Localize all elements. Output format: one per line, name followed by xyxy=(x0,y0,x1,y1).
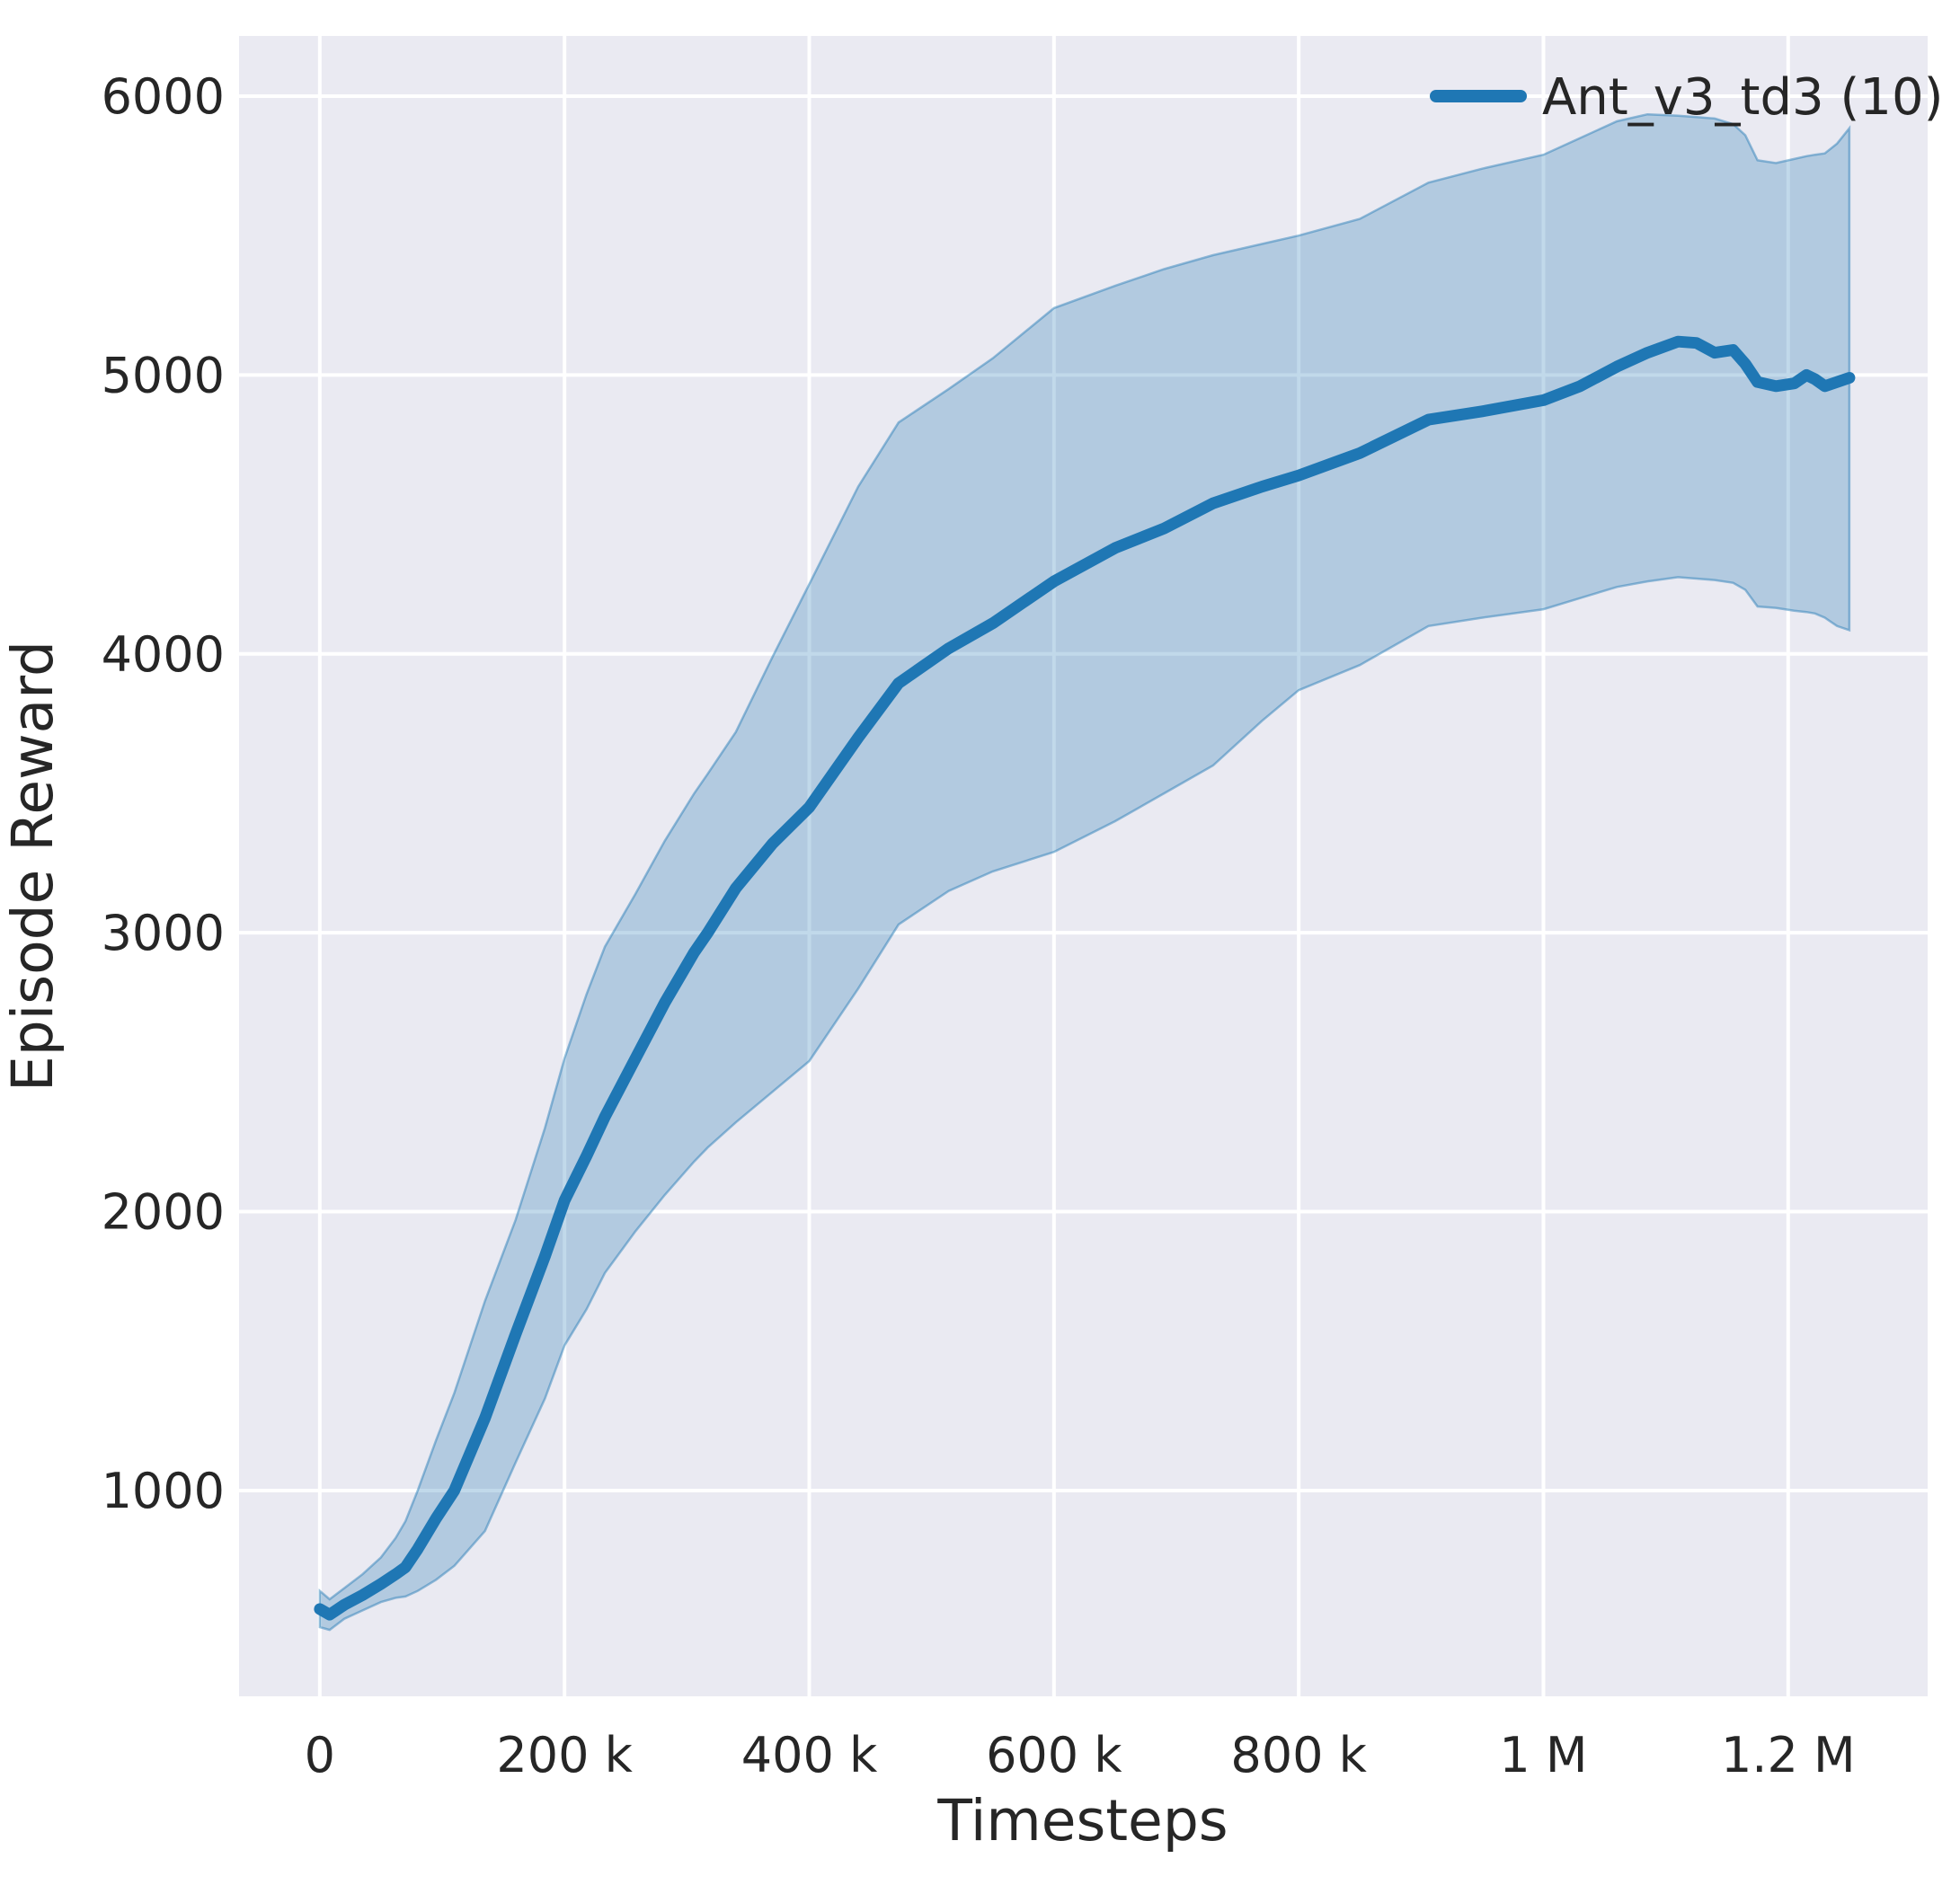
mean-line xyxy=(314,335,1856,1621)
tick-label: 3000 xyxy=(102,905,225,961)
legend: Ant_v3_td3 (10) xyxy=(1430,68,1943,127)
tick-label: 1 M xyxy=(1499,1727,1587,1783)
tick-label: 0 xyxy=(305,1727,335,1783)
tick-label: 800 k xyxy=(1230,1727,1367,1783)
tick-label: 1000 xyxy=(102,1463,225,1519)
tick-label: 5000 xyxy=(102,347,225,403)
tick-label: 600 k xyxy=(986,1727,1122,1783)
confidence-band xyxy=(318,112,1851,1632)
x-axis-title: Timesteps xyxy=(936,1788,1228,1854)
tick-label: 2000 xyxy=(102,1184,225,1241)
plot-area xyxy=(239,36,1928,1696)
tick-label: 1.2 M xyxy=(1721,1727,1856,1783)
tick-label: 200 k xyxy=(496,1727,633,1783)
grid-lines xyxy=(239,36,1928,1696)
y-axis-title: Episode Reward xyxy=(0,641,66,1092)
y-axis-tick-labels: 1000 2000 3000 4000 5000 6000 xyxy=(102,68,225,1519)
tick-label: 6000 xyxy=(102,68,225,125)
legend-label: Ant_v3_td3 (10) xyxy=(1542,68,1943,127)
tick-label: 400 k xyxy=(741,1727,878,1783)
tick-label: 4000 xyxy=(102,626,225,683)
x-axis-tick-labels: 0 200 k 400 k 600 k 800 k 1 M 1.2 M xyxy=(305,1727,1856,1783)
